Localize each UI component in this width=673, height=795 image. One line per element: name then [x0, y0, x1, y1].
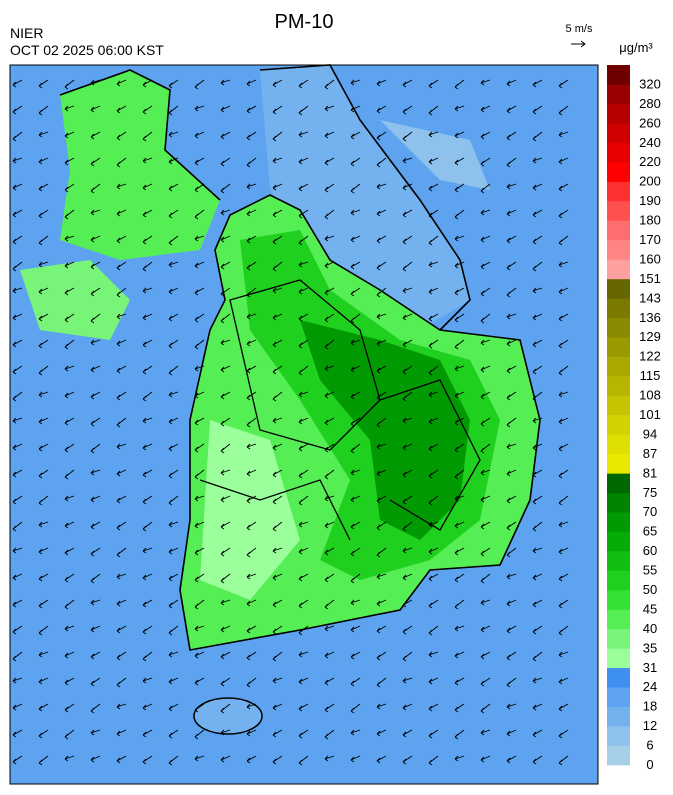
colorbar-label: 18	[643, 699, 657, 714]
colorbar-label: 151	[639, 271, 661, 286]
colorbar-swatch	[607, 162, 630, 182]
colorbar-swatch	[607, 278, 630, 299]
colorbar-label: 12	[643, 718, 657, 733]
colorbar-label: 75	[643, 485, 657, 500]
colorbar-swatch	[607, 745, 630, 766]
colorbar-swatch	[607, 648, 630, 669]
colorbar-label: 260	[639, 115, 661, 130]
colorbar-swatch	[607, 103, 630, 124]
colorbar-swatch	[607, 628, 630, 649]
colorbar-label: 101	[639, 407, 661, 422]
colorbar-label: 87	[643, 446, 657, 461]
colorbar-swatch	[607, 201, 630, 221]
colorbar-swatch	[607, 220, 630, 241]
colorbar-label: 40	[643, 621, 657, 636]
colorbar-label: 6	[646, 738, 653, 753]
unit: μg/m³	[619, 40, 653, 55]
wind-scale: 5 m/s	[566, 23, 593, 35]
title: PM-10	[275, 11, 334, 33]
colorbar-label: 60	[643, 543, 657, 558]
colorbar-swatch	[607, 706, 630, 727]
colorbar-swatch	[607, 726, 630, 746]
colorbar-label: 35	[643, 640, 657, 655]
colorbar-label: 320	[639, 76, 661, 91]
wind-scale-arrow	[571, 40, 586, 48]
colorbar-label: 94	[643, 426, 657, 441]
colorbar-label: 136	[639, 310, 661, 325]
colorbar: 0 6 12 18 24 31 35 40 45 50 55 60 65 70 75 81 87 94 101 108…	[607, 65, 661, 772]
colorbar-swatch	[607, 181, 630, 202]
light-zone	[380, 120, 490, 190]
agency: NIER	[10, 25, 43, 41]
colorbar-swatch	[607, 65, 630, 85]
colorbar-swatch	[607, 376, 630, 396]
colorbar-label: 81	[643, 465, 657, 480]
colorbar-label: 122	[639, 349, 661, 364]
colorbar-label: 220	[639, 154, 661, 169]
colorbar-swatch	[607, 395, 630, 416]
colorbar-label: 115	[640, 368, 661, 383]
colorbar-label: 170	[639, 232, 661, 247]
colorbar-swatch	[607, 687, 630, 707]
colorbar-swatch	[607, 337, 630, 357]
map-frame	[9, 64, 599, 785]
colorbar-label: 129	[639, 329, 661, 344]
colorbar-swatch	[607, 240, 630, 260]
west-island	[20, 260, 130, 340]
colorbar-label: 180	[639, 213, 661, 228]
low-zone	[200, 420, 300, 600]
colorbar-swatch	[607, 492, 630, 513]
colorbar-swatch	[607, 590, 630, 610]
colorbar-swatch	[607, 551, 630, 571]
colorbar-label: 190	[639, 193, 661, 208]
colorbar-swatch	[607, 512, 630, 532]
colorbar-swatch	[607, 356, 630, 377]
colorbar-label: 143	[639, 290, 661, 305]
datetime: OCT 02 2025 06:00 KST	[10, 42, 164, 58]
colorbar-label: 65	[643, 524, 657, 539]
colorbar-swatch	[607, 84, 630, 105]
colorbar-label: 31	[643, 660, 657, 675]
colorbar-label: 160	[639, 251, 661, 266]
colorbar-swatch	[607, 667, 630, 688]
colorbar-label: 108	[639, 388, 661, 403]
colorbar-label: 0	[646, 757, 653, 772]
wind-arrows	[12, 79, 569, 766]
colorbar-swatch	[607, 434, 630, 455]
colorbar-label: 50	[643, 582, 657, 597]
jeju	[193, 697, 263, 735]
colorbar-label: 45	[643, 601, 657, 616]
peak-zone	[300, 320, 470, 540]
colorbar-swatch	[607, 473, 630, 494]
colorbar-swatch	[607, 531, 630, 552]
colorbar-label: 55	[643, 563, 657, 578]
colorbar-label: 24	[643, 679, 657, 694]
colorbar-label: 280	[639, 96, 661, 111]
colorbar-swatch	[607, 298, 630, 319]
colorbar-swatch	[607, 415, 630, 435]
northeast-land	[260, 65, 470, 330]
colorbar-swatch	[607, 317, 630, 338]
colorbar-swatch	[607, 453, 630, 474]
map	[9, 64, 599, 785]
colorbar-swatch	[607, 570, 630, 591]
colorbar-swatch	[607, 609, 630, 630]
colorbar-swatch	[607, 123, 630, 144]
northwest-land	[60, 70, 220, 260]
colorbar-label: 200	[639, 174, 661, 189]
colorbar-swatch	[607, 259, 630, 280]
colorbar-label: 70	[643, 504, 657, 519]
colorbar-swatch	[607, 142, 630, 163]
colorbar-label: 240	[639, 135, 661, 150]
